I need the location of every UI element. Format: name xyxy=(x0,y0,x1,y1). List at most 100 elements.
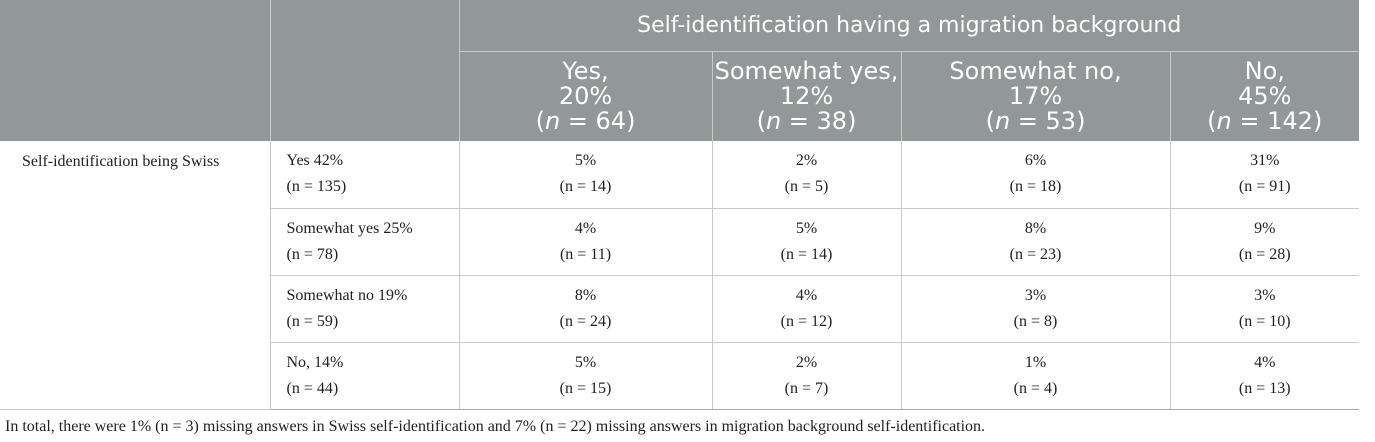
row-label-line2: (n = 59) xyxy=(286,312,339,330)
table-cell: 5% (n = 14) xyxy=(711,208,901,276)
table-row: Self-identification being Swiss Yes 42% … xyxy=(0,141,1359,410)
cell-pct: 5% xyxy=(574,152,597,170)
n-symbol: n xyxy=(544,107,561,135)
n-symbol: n xyxy=(765,107,782,135)
column-header-somewhat-yes: Somewhat yes, 12% (n = 38) xyxy=(711,51,901,141)
cell-pct: 5% xyxy=(574,353,597,371)
header-row-group: Self-identification having a migration b… xyxy=(0,0,1359,141)
n-prefix: ( xyxy=(756,107,766,135)
cell-n: (n = 14) xyxy=(780,245,833,263)
cell-n: (n = 91) xyxy=(1238,178,1291,196)
column-header-n: (n = 53) xyxy=(902,109,1170,134)
cell-n: (n = 10) xyxy=(1238,312,1291,330)
table-cell: 4% (n = 12) xyxy=(711,275,901,343)
cell-n: (n = 12) xyxy=(780,312,833,330)
group-header: Self-identification having a migration b… xyxy=(458,0,1359,52)
row-label-line2: (n = 44) xyxy=(286,379,339,397)
column-header-n: (n = 64) xyxy=(460,109,712,134)
row-label-line2: (n = 135) xyxy=(286,178,347,196)
n-symbol: n xyxy=(1216,107,1232,135)
table-cell: 5% (n = 14) xyxy=(458,141,712,209)
cell-n: (n = 18) xyxy=(1009,178,1062,196)
cell-n: (n = 8) xyxy=(1013,312,1058,330)
n-prefix: ( xyxy=(1207,107,1217,135)
cell-n: (n = 13) xyxy=(1238,379,1291,397)
table-row: No, 14% (n = 44) 5% (n = 15) 2% (n = 7) 1%… xyxy=(0,342,1359,410)
table-cell: 8% (n = 24) xyxy=(458,275,712,343)
cell-n: (n = 7) xyxy=(784,379,829,397)
column-header-line1: No, xyxy=(1244,57,1285,85)
row-group-label: Self-identification being Swiss xyxy=(0,141,270,410)
column-header-line1: Somewhat yes, xyxy=(714,57,899,85)
row-label-no: No, 14% (n = 44) xyxy=(269,342,459,410)
row-label-somewhat-no: Somewhat no 19% (n = 59) xyxy=(269,275,459,343)
column-header-line2: 17% xyxy=(1008,82,1063,110)
row-label-yes: Yes 42% (n = 135) xyxy=(269,141,459,209)
table-cell: 4% (n = 11) xyxy=(458,208,712,276)
row-label-line1: Yes 42% xyxy=(286,152,344,170)
cell-pct: 4% xyxy=(795,286,818,304)
cell-n: (n = 23) xyxy=(1009,245,1062,263)
row-label-line1: Somewhat yes 25% xyxy=(286,219,413,237)
row-label-line1: No, 14% xyxy=(286,353,344,371)
table-cell: 4% (n = 13) xyxy=(1169,342,1359,410)
cell-n: (n = 15) xyxy=(559,379,612,397)
table-cell: 2% (n = 7) xyxy=(711,342,901,410)
cell-pct: 2% xyxy=(795,353,818,371)
table-row: Somewhat yes 25% (n = 78) 4% (n = 11) 5% (… xyxy=(0,208,1359,276)
n-value: = 38) xyxy=(781,107,857,135)
cell-pct: 3% xyxy=(1024,286,1047,304)
data-table: Self-identification having a migration b… xyxy=(0,0,1359,410)
n-value: = 53) xyxy=(1010,107,1086,135)
column-header-n: (n = 142) xyxy=(1171,109,1360,134)
n-prefix: ( xyxy=(535,107,545,135)
column-header-line1: Somewhat no, xyxy=(949,57,1122,85)
column-header-somewhat-no: Somewhat no, 17% (n = 53) xyxy=(900,51,1170,141)
column-header-line2: 20% xyxy=(558,82,613,110)
column-header-yes: Yes, 20% (n = 64) xyxy=(458,51,712,141)
header-empty-cell-1 xyxy=(0,0,270,141)
cell-pct: 1% xyxy=(1024,353,1047,371)
cell-n: (n = 28) xyxy=(1238,245,1291,263)
cell-pct: 8% xyxy=(1024,219,1047,237)
header-row-columns: Yes, 20% (n = 64) Somewhat yes, 12% (n =… xyxy=(0,51,1360,141)
table-header: Self-identification having a migration b… xyxy=(0,0,1359,141)
cell-pct: 5% xyxy=(795,219,818,237)
table-cell: 2% (n = 5) xyxy=(711,141,901,209)
table-cell: 8% (n = 23) xyxy=(900,208,1170,276)
cell-pct: 3% xyxy=(1254,286,1276,304)
row-label-line2: (n = 78) xyxy=(286,245,339,263)
cell-pct: 31% xyxy=(1250,152,1280,170)
cell-pct: 9% xyxy=(1254,219,1276,237)
cell-pct: 8% xyxy=(574,286,597,304)
column-header-line2: 45% xyxy=(1238,82,1292,110)
column-header-line1: Yes, xyxy=(562,57,609,85)
table-cell: 1% (n = 4) xyxy=(900,342,1170,410)
column-header-no: No, 45% (n = 142) xyxy=(1169,51,1360,141)
cell-pct: 4% xyxy=(574,219,597,237)
cell-n: (n = 4) xyxy=(1013,379,1058,397)
header-empty-cell-2 xyxy=(269,0,459,141)
row-label-line1: Somewhat no 19% xyxy=(286,286,408,304)
table-body: Self-identification being Swiss Yes 42% … xyxy=(0,141,1359,410)
table-cell: 3% (n = 10) xyxy=(1169,275,1359,343)
table-cell: 9% (n = 28) xyxy=(1169,208,1359,276)
cell-n: (n = 11) xyxy=(559,245,612,263)
table-cell: 5% (n = 15) xyxy=(458,342,712,410)
n-value: = 64) xyxy=(560,107,636,135)
row-label-somewhat-yes: Somewhat yes 25% (n = 78) xyxy=(269,208,459,276)
column-header-line2: 12% xyxy=(779,82,834,110)
table-footnote: In total, there were 1% (n = 3) missing … xyxy=(5,418,986,435)
cell-n: (n = 24) xyxy=(559,312,612,330)
cell-pct: 2% xyxy=(795,152,818,170)
cell-n: (n = 5) xyxy=(784,178,829,196)
n-value: = 142) xyxy=(1231,107,1323,135)
cell-pct: 4% xyxy=(1254,353,1276,371)
cell-n: (n = 14) xyxy=(559,178,612,196)
n-symbol: n xyxy=(994,107,1011,135)
n-prefix: ( xyxy=(985,107,995,135)
table-cell: 3% (n = 8) xyxy=(900,275,1170,343)
table-row: Somewhat no 19% (n = 59) 8% (n = 24) 4% (n… xyxy=(0,275,1359,343)
column-header-n: (n = 38) xyxy=(713,109,901,134)
table-cell: 6% (n = 18) xyxy=(900,141,1170,209)
